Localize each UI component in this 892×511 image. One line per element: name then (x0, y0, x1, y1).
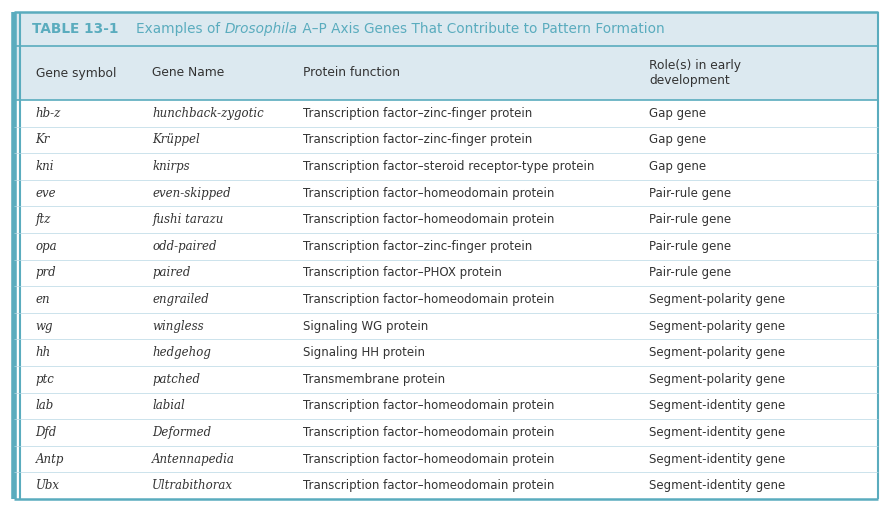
Text: Transcription factor–homeodomain protein: Transcription factor–homeodomain protein (303, 426, 555, 439)
Text: Krüppel: Krüppel (153, 133, 200, 146)
Text: Gene Name: Gene Name (153, 66, 225, 80)
Text: Segment-identity gene: Segment-identity gene (649, 400, 785, 412)
Text: Examples of: Examples of (136, 22, 225, 36)
Text: paired: paired (153, 266, 191, 280)
Text: Transcription factor–zinc-finger protein: Transcription factor–zinc-finger protein (303, 133, 533, 146)
Text: Kr: Kr (36, 133, 50, 146)
Text: hunchback-zygotic: hunchback-zygotic (153, 107, 264, 120)
Text: en: en (36, 293, 50, 306)
Text: Ultrabithorax: Ultrabithorax (153, 479, 233, 492)
Text: A–P Axis Genes That Contribute to Pattern Formation: A–P Axis Genes That Contribute to Patter… (298, 22, 665, 36)
Text: Pair-rule gene: Pair-rule gene (649, 240, 731, 253)
Text: patched: patched (153, 373, 200, 386)
Text: Segment-polarity gene: Segment-polarity gene (649, 346, 785, 359)
Text: Transcription factor–homeodomain protein: Transcription factor–homeodomain protein (303, 453, 555, 466)
Text: prd: prd (36, 266, 56, 280)
Text: even-skipped: even-skipped (153, 187, 231, 200)
Text: Antennapedia: Antennapedia (153, 453, 235, 466)
Text: Gene symbol: Gene symbol (36, 66, 116, 80)
Text: Transcription factor–homeodomain protein: Transcription factor–homeodomain protein (303, 187, 555, 200)
Text: ptc: ptc (36, 373, 54, 386)
Text: TABLE 13-1: TABLE 13-1 (32, 22, 119, 36)
Text: wg: wg (36, 319, 54, 333)
Text: Segment-identity gene: Segment-identity gene (649, 426, 785, 439)
Text: Gap gene: Gap gene (649, 133, 706, 146)
Text: Transcription factor–homeodomain protein: Transcription factor–homeodomain protein (303, 293, 555, 306)
Text: Transcription factor–PHOX protein: Transcription factor–PHOX protein (303, 266, 502, 280)
Text: Segment-polarity gene: Segment-polarity gene (649, 319, 785, 333)
Text: Role(s) in early
development: Role(s) in early development (649, 59, 741, 87)
Text: odd-paired: odd-paired (153, 240, 217, 253)
Text: Drosophila: Drosophila (225, 22, 298, 36)
Text: Transcription factor–zinc-finger protein: Transcription factor–zinc-finger protein (303, 107, 533, 120)
Text: Transcription factor–zinc-finger protein: Transcription factor–zinc-finger protein (303, 240, 533, 253)
Text: Pair-rule gene: Pair-rule gene (649, 213, 731, 226)
Text: Transmembrane protein: Transmembrane protein (303, 373, 446, 386)
Text: Transcription factor–homeodomain protein: Transcription factor–homeodomain protein (303, 213, 555, 226)
Text: Signaling WG protein: Signaling WG protein (303, 319, 429, 333)
Text: Transcription factor–homeodomain protein: Transcription factor–homeodomain protein (303, 479, 555, 492)
Text: fushi tarazu: fushi tarazu (153, 213, 224, 226)
Text: hh: hh (36, 346, 51, 359)
Text: eve: eve (36, 187, 56, 200)
Text: Segment-polarity gene: Segment-polarity gene (649, 373, 785, 386)
Text: Antp: Antp (36, 453, 64, 466)
Text: ftz: ftz (36, 213, 51, 226)
Text: opa: opa (36, 240, 57, 253)
Text: Transcription factor–steroid receptor-type protein: Transcription factor–steroid receptor-ty… (303, 160, 595, 173)
Text: Signaling HH protein: Signaling HH protein (303, 346, 425, 359)
Text: hb-z: hb-z (36, 107, 61, 120)
Text: kni: kni (36, 160, 54, 173)
Text: Protein function: Protein function (303, 66, 401, 80)
Text: Transcription factor–homeodomain protein: Transcription factor–homeodomain protein (303, 400, 555, 412)
Text: Gap gene: Gap gene (649, 107, 706, 120)
Text: engrailed: engrailed (153, 293, 209, 306)
Text: Segment-identity gene: Segment-identity gene (649, 479, 785, 492)
Text: hedgehog: hedgehog (153, 346, 211, 359)
Bar (14, 12, 878, 46)
Text: Dfd: Dfd (36, 426, 57, 439)
Text: Pair-rule gene: Pair-rule gene (649, 187, 731, 200)
Text: Pair-rule gene: Pair-rule gene (649, 266, 731, 280)
Text: Deformed: Deformed (153, 426, 211, 439)
Text: labial: labial (153, 400, 185, 412)
Text: Segment-identity gene: Segment-identity gene (649, 453, 785, 466)
Text: Gap gene: Gap gene (649, 160, 706, 173)
Text: Segment-polarity gene: Segment-polarity gene (649, 293, 785, 306)
Text: wingless: wingless (153, 319, 204, 333)
Text: lab: lab (36, 400, 54, 412)
Text: knirps: knirps (153, 160, 190, 173)
Bar (14, 46, 878, 100)
Text: Ubx: Ubx (36, 479, 60, 492)
